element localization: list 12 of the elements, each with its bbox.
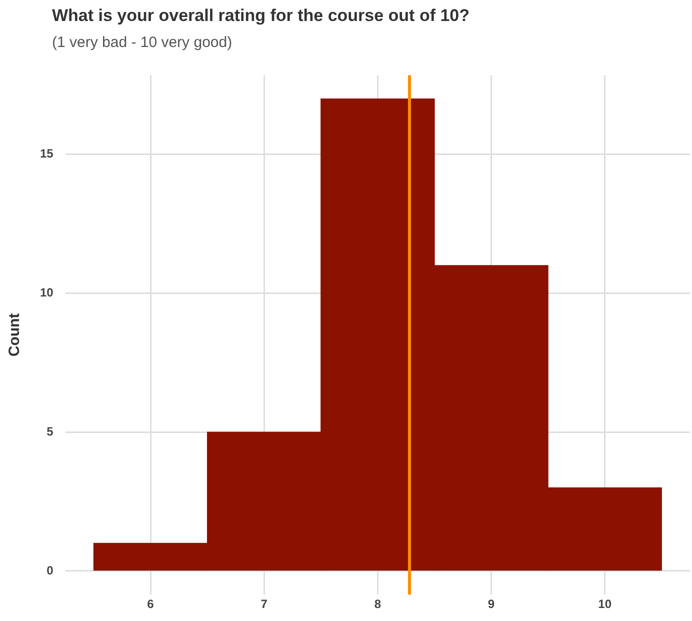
chart-subtitle: (1 very bad - 10 very good): [52, 34, 232, 51]
y-tick-label: 5: [46, 424, 54, 438]
y-axis-title: Count: [6, 313, 24, 357]
x-tick-label: 6: [147, 597, 154, 612]
chart-title: What is your overall rating for the course out of 10?: [52, 6, 470, 26]
y-tick-label: 15: [40, 146, 54, 161]
y-tick-label: 10: [40, 286, 54, 300]
y-tick-label: 0: [46, 563, 54, 578]
x-tick-label: 8: [374, 597, 382, 612]
x-tick-label: 7: [260, 597, 268, 612]
x-tick-label: 9: [488, 597, 495, 612]
x-tick-label: 10: [598, 597, 612, 612]
